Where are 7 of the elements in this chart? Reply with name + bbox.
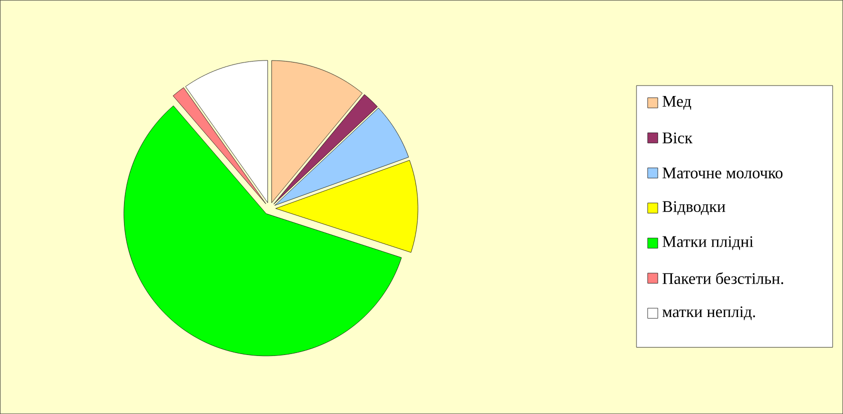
legend-label: Віск	[662, 132, 692, 144]
legend-label: Маточне молочко	[662, 168, 782, 178]
legend-label: Мед	[662, 96, 692, 110]
legend-label: матки неплід.	[662, 306, 756, 320]
legend-label: Пакети безстільн.	[662, 272, 784, 284]
legend-label: Відводки	[662, 201, 726, 215]
legend-label: Матки плідні	[662, 236, 754, 250]
